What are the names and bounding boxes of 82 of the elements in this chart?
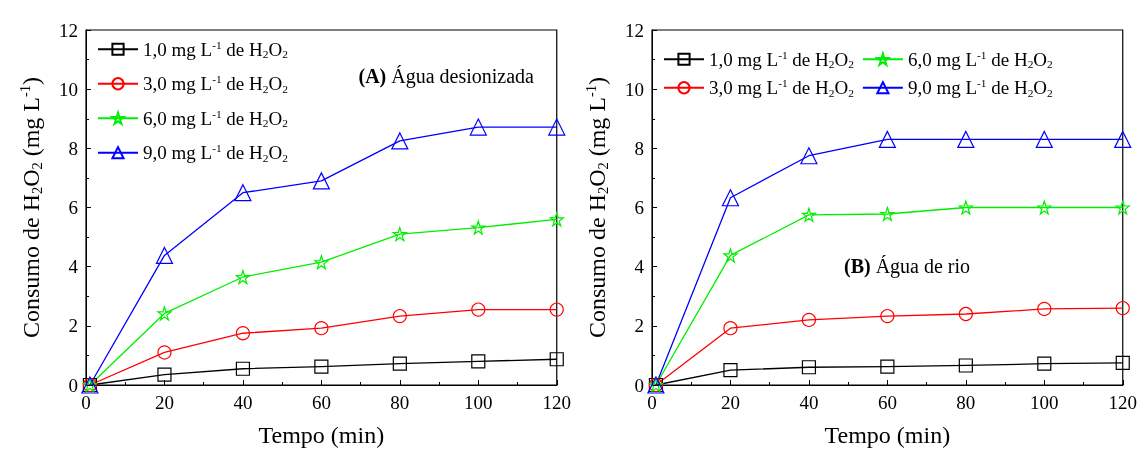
point	[721, 189, 740, 207]
point	[157, 345, 172, 360]
point	[801, 312, 817, 328]
y-axis-title: Consumo de H2O2 (mg L-1)	[583, 76, 611, 339]
point	[958, 358, 973, 373]
y-tick-label: 0	[634, 374, 644, 396]
point	[880, 206, 895, 222]
x-tick-label: 100	[464, 392, 493, 413]
point	[958, 306, 973, 322]
point	[880, 359, 895, 374]
point	[235, 326, 251, 341]
y-tick-label: 4	[634, 256, 645, 278]
x-tick-label: 80	[956, 392, 976, 413]
y-tick-label: 2	[634, 315, 644, 337]
point	[1037, 301, 1052, 317]
point	[958, 200, 973, 215]
point	[469, 118, 487, 136]
x-tick-label: 60	[311, 392, 331, 413]
annotation: (A) Água desionizada	[358, 65, 535, 88]
point	[312, 172, 330, 190]
point	[157, 367, 172, 382]
point	[1035, 130, 1053, 149]
point	[392, 227, 407, 242]
x-tick-label: 100	[1030, 392, 1059, 413]
point	[1037, 200, 1052, 215]
x-tick-label: 20	[154, 392, 174, 413]
point	[549, 212, 564, 227]
point	[155, 246, 174, 265]
x-tick-label: 60	[877, 392, 897, 413]
y-tick-label: 8	[634, 137, 644, 159]
point	[314, 255, 329, 270]
x-tick-label: 40	[799, 392, 819, 413]
point	[878, 130, 896, 149]
point	[723, 363, 738, 378]
x-axis-title: Tempo (min)	[258, 422, 385, 448]
point	[880, 308, 895, 324]
y-tick-label: 4	[68, 256, 79, 278]
y-axis-title: Consumo de H2O2 (mg L-1)	[17, 76, 45, 339]
y-tick-label: 2	[68, 315, 78, 337]
point	[1115, 200, 1130, 215]
x-tick-label: 120	[542, 392, 571, 413]
point	[314, 321, 329, 336]
point	[157, 306, 172, 321]
x-tick-label: 120	[1108, 392, 1137, 413]
x-tick-label: 20	[720, 392, 740, 413]
point	[549, 302, 564, 317]
point	[1037, 356, 1052, 371]
point	[1115, 300, 1130, 316]
point	[471, 354, 486, 369]
x-tick-label: 80	[390, 392, 410, 413]
x-tick-label: 0	[647, 392, 657, 413]
point	[549, 352, 564, 367]
point	[234, 184, 252, 202]
y-tick-label: 0	[68, 374, 78, 396]
point	[801, 360, 817, 375]
y-tick-label: 6	[68, 197, 78, 218]
point	[1114, 130, 1132, 149]
point	[723, 248, 738, 263]
point	[801, 207, 817, 222]
point	[235, 269, 251, 285]
y-tick-label: 8	[68, 137, 78, 159]
y-tick-label: 6	[634, 197, 644, 218]
y-tick-label: 12	[625, 19, 644, 41]
point	[723, 321, 738, 336]
point	[548, 118, 566, 136]
point	[1115, 355, 1130, 370]
point	[392, 356, 407, 371]
x-axis-title: Tempo (min)	[824, 422, 951, 448]
point	[235, 361, 251, 376]
point	[471, 220, 486, 235]
x-tick-label: 0	[81, 392, 91, 413]
y-tick-label: 12	[59, 19, 78, 41]
y-tick-label: 10	[59, 78, 78, 100]
point	[392, 308, 407, 324]
point	[471, 302, 486, 317]
point	[957, 130, 975, 149]
point	[391, 132, 409, 150]
annotation: (B) Água de rio	[844, 255, 971, 278]
point	[800, 147, 818, 165]
y-tick-label: 10	[625, 78, 644, 100]
point	[314, 359, 329, 374]
x-tick-label: 40	[233, 392, 253, 413]
